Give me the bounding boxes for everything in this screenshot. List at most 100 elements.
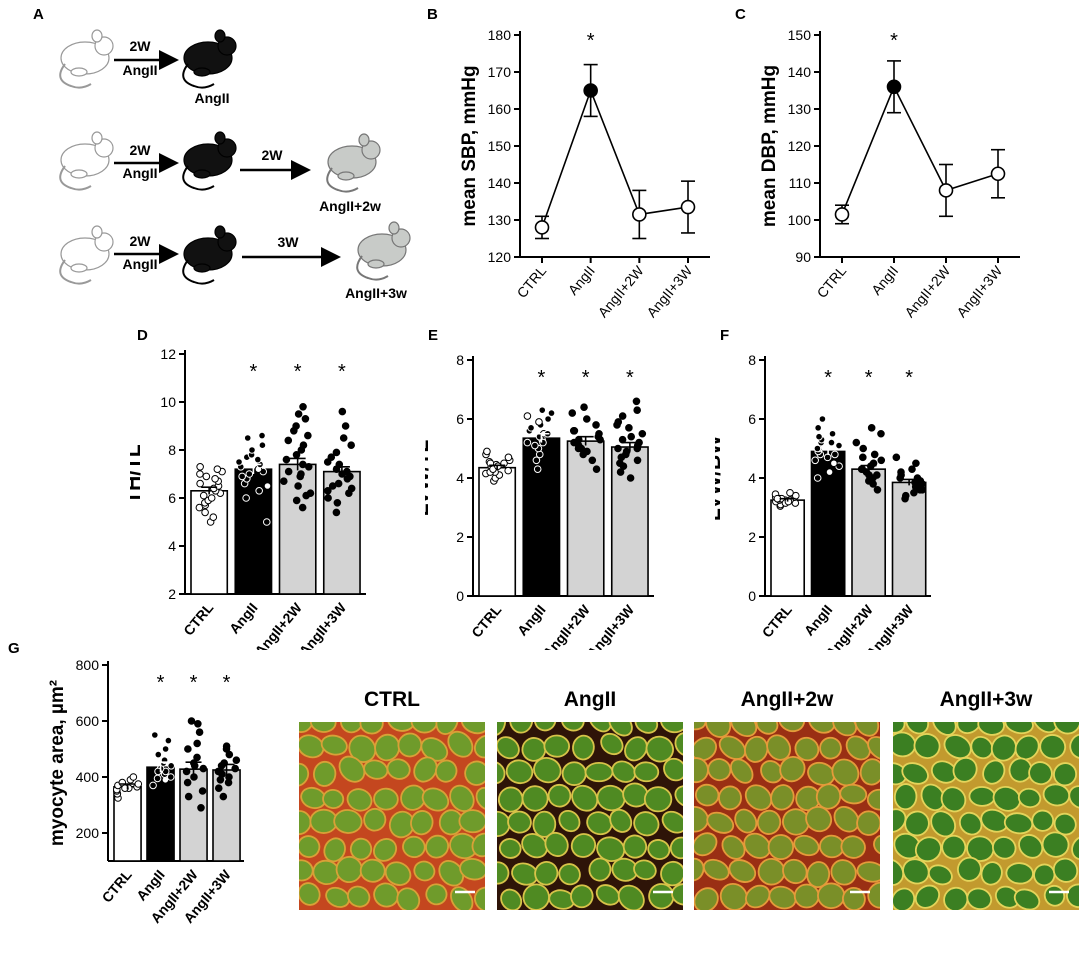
scatter-point xyxy=(201,508,209,517)
myocyte-cell xyxy=(990,734,1017,762)
scatter-point xyxy=(294,410,303,418)
myocyte-cell xyxy=(957,856,982,882)
scatter-point xyxy=(582,415,591,423)
myocyte-cell xyxy=(807,722,836,734)
x-tick-label: CTRL xyxy=(759,601,796,640)
y-tick-label: 800 xyxy=(76,657,100,673)
myocyte-cell xyxy=(674,785,683,808)
gray-mouse-icon xyxy=(326,133,381,193)
bar xyxy=(522,437,561,597)
myocyte-cell xyxy=(893,887,916,910)
myocyte-cell xyxy=(902,858,930,885)
myocyte-cell xyxy=(782,808,810,836)
x-tick-label: AngII+3W xyxy=(296,599,350,650)
myocyte-cell xyxy=(1032,722,1058,734)
myocyte-cell xyxy=(346,885,371,908)
myocyte-cell xyxy=(856,810,880,836)
scatter-point xyxy=(213,465,222,473)
myocyte-cell xyxy=(1033,863,1056,887)
lvw-tl-bar-chart: 0 2 4 6 8 LVW/TL CTRL AngII * AngII+2W * AngII+3W * xyxy=(425,352,654,650)
series-line xyxy=(841,84,999,215)
myocyte-cell xyxy=(859,758,880,786)
myocyte-cell xyxy=(840,835,866,859)
data-point xyxy=(583,83,598,98)
myocyte-cell xyxy=(1028,761,1053,786)
x-tick-label: AngII xyxy=(868,263,901,298)
myocyte-cell xyxy=(893,722,906,734)
myocyte-cell xyxy=(777,722,806,733)
myocyte-cell xyxy=(497,736,520,760)
myocyte-cell xyxy=(521,785,549,812)
myocyte-cell xyxy=(349,837,373,861)
myocyte-cell xyxy=(1017,787,1042,809)
scatter-point xyxy=(831,450,839,459)
myocyte-cell xyxy=(359,858,386,883)
scatter-point xyxy=(284,436,293,445)
myocyte-cell xyxy=(497,760,506,785)
x-tick-label: AngII xyxy=(565,263,598,298)
scatter-point xyxy=(531,441,539,450)
myocyte-cell xyxy=(831,758,860,787)
myocyte-cell xyxy=(521,833,548,859)
scatter-point xyxy=(818,415,827,423)
scatter-point xyxy=(299,460,307,469)
scatter-point xyxy=(129,773,138,781)
myocyte-cell xyxy=(830,859,857,886)
myocyte-cell xyxy=(893,858,905,886)
myocyte-cell xyxy=(1041,831,1070,858)
scatter-point xyxy=(199,764,208,773)
myocyte-cell xyxy=(730,758,754,784)
y-tick-label: 130 xyxy=(488,212,512,228)
gray-mouse-icon xyxy=(356,221,411,281)
scatter-point xyxy=(570,427,579,435)
scatter-point xyxy=(338,407,347,416)
myocyte-cell xyxy=(745,884,771,909)
myocyte-cell xyxy=(320,734,348,756)
myocyte-cell xyxy=(425,883,448,906)
myocyte-cell xyxy=(1039,734,1067,760)
myocyte-cell xyxy=(624,736,648,762)
bar xyxy=(610,446,649,597)
arrow-treatment-label: AngII xyxy=(123,165,158,181)
scatter-point xyxy=(238,472,246,481)
myocyte-cell xyxy=(1005,862,1034,885)
scatter-point xyxy=(504,453,513,462)
scatter-point xyxy=(263,482,272,490)
y-tick-label: 0 xyxy=(456,588,464,604)
myocyte-cell xyxy=(694,887,719,910)
scatter-point xyxy=(574,444,583,453)
significance-marker: * xyxy=(294,361,302,383)
myocyte-cell xyxy=(943,734,972,760)
myocyte-cell xyxy=(400,784,427,811)
myocyte-cell xyxy=(435,759,458,783)
scatter-point xyxy=(341,422,350,430)
scatter-point xyxy=(245,470,254,478)
panel-label-f: F xyxy=(720,327,730,344)
myocyte-cell xyxy=(1053,722,1079,735)
scatter-point xyxy=(214,784,223,792)
arrow-duration-label: 2W xyxy=(130,142,152,158)
myocyte-cell xyxy=(596,836,626,862)
data-point xyxy=(938,183,954,198)
myocyte-cell xyxy=(943,886,969,910)
scatter-point xyxy=(243,434,252,442)
myocyte-cell xyxy=(893,808,907,833)
scatter-point xyxy=(199,491,208,500)
myocyte-cell xyxy=(1031,809,1055,832)
scatter-point xyxy=(592,421,600,429)
scatter-point xyxy=(535,418,543,426)
y-tick-label: 8 xyxy=(748,352,756,368)
schematic-row-2: 2W AngII 2W AngII+2w xyxy=(59,131,381,214)
scatter-point xyxy=(280,477,288,485)
myocyte-cell xyxy=(547,783,572,808)
myocyte-cell xyxy=(475,786,485,811)
myocyte-cell xyxy=(299,835,321,859)
myocyte-cell xyxy=(661,810,683,834)
scatter-point xyxy=(825,468,834,476)
scatter-point xyxy=(332,448,341,457)
group-label: AngII+2w xyxy=(319,198,381,214)
x-tick-label: AngII xyxy=(226,600,261,637)
scatter-point xyxy=(149,781,157,790)
myocyte-cell xyxy=(611,760,637,783)
